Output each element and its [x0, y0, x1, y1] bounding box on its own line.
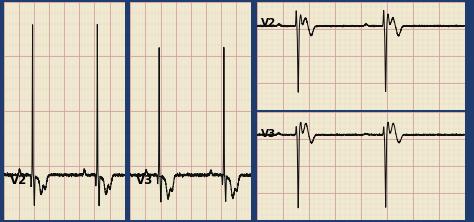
Text: V2: V2: [261, 18, 276, 28]
Text: V2: V2: [10, 174, 27, 187]
Text: V3: V3: [261, 129, 276, 139]
Text: V3: V3: [137, 174, 154, 187]
